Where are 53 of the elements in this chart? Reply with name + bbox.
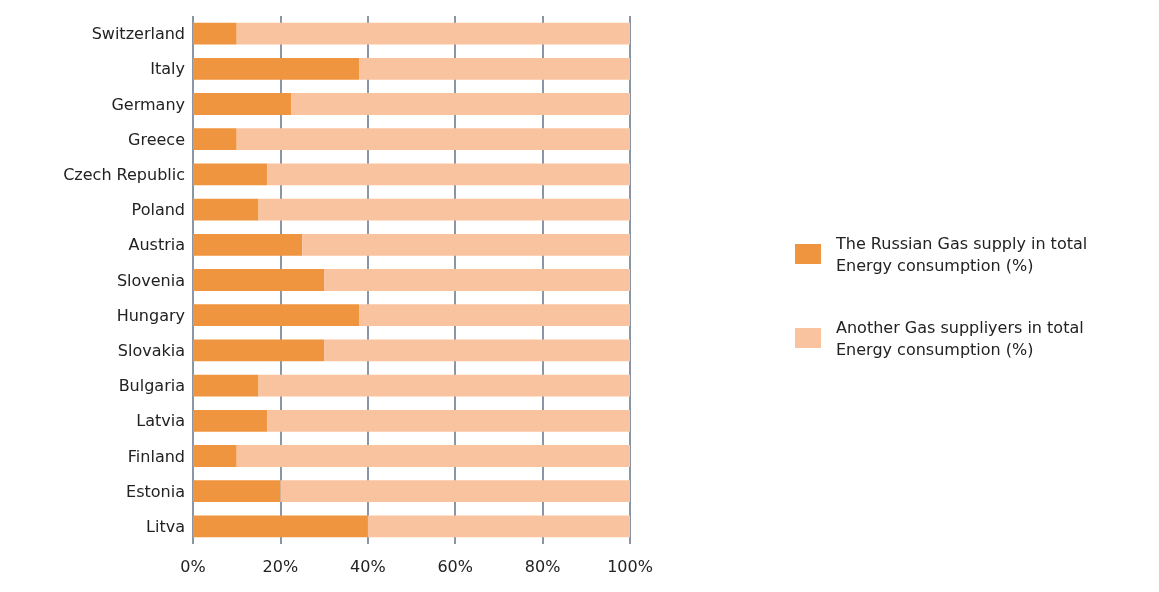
bar [193,304,360,327]
y-tick-label: Italy [150,59,185,79]
x-tick-label: 20% [262,556,299,576]
y-tick-label: Poland [131,200,185,220]
x-tick-label: 0% [180,556,206,576]
bar [193,339,325,362]
bar [280,480,630,503]
y-tick-label: Czech Republic [63,164,185,184]
bar [193,515,368,538]
bar [193,269,325,291]
bar [367,515,630,538]
bar [193,445,237,467]
x-tick-label: 40% [350,556,386,576]
y-tick-label: Germany [111,94,185,114]
y-tick-label: Estonia [126,481,185,501]
bar [193,93,292,115]
bar [193,22,237,45]
bar [267,409,630,432]
bar [193,198,259,221]
bar [258,198,630,221]
bar [359,57,630,80]
y-tick-label: Greece [128,129,185,149]
y-tick-label: Slovakia [117,340,185,360]
y-tick-label: Litva [146,516,185,536]
bar [236,128,630,151]
y-tick-label: Slovenia [116,270,185,290]
legend-label: The Russian Gas supply in total Energy consumption (%) [835,233,1093,275]
bar [193,163,268,186]
bar [291,93,630,115]
y-tick-label: Austria [128,235,185,255]
bar [193,480,281,503]
y-tick-label: Hungary [116,305,185,325]
x-tick-label: 60% [437,556,473,576]
y-tick-label: Switzerland [91,24,185,44]
x-tick-label: 100% [607,556,653,576]
bar [193,57,360,80]
legend-label: Another Gas suppliyers in total Energy consumption (%) [836,317,1089,359]
bar [236,22,630,45]
x-tick-label: 80% [524,556,561,576]
y-tick-label: Bulgaria [118,376,185,396]
bar [267,163,630,186]
y-tick-label: Finland [127,446,185,466]
bar [302,233,630,256]
bar [258,374,630,397]
bar [236,445,630,467]
bar [193,128,237,151]
bar [193,409,268,432]
bar [193,374,259,397]
bar [324,339,630,362]
bar [193,233,303,256]
bar [359,304,630,327]
bar [324,269,630,291]
y-tick-label: Latvia [136,411,185,431]
